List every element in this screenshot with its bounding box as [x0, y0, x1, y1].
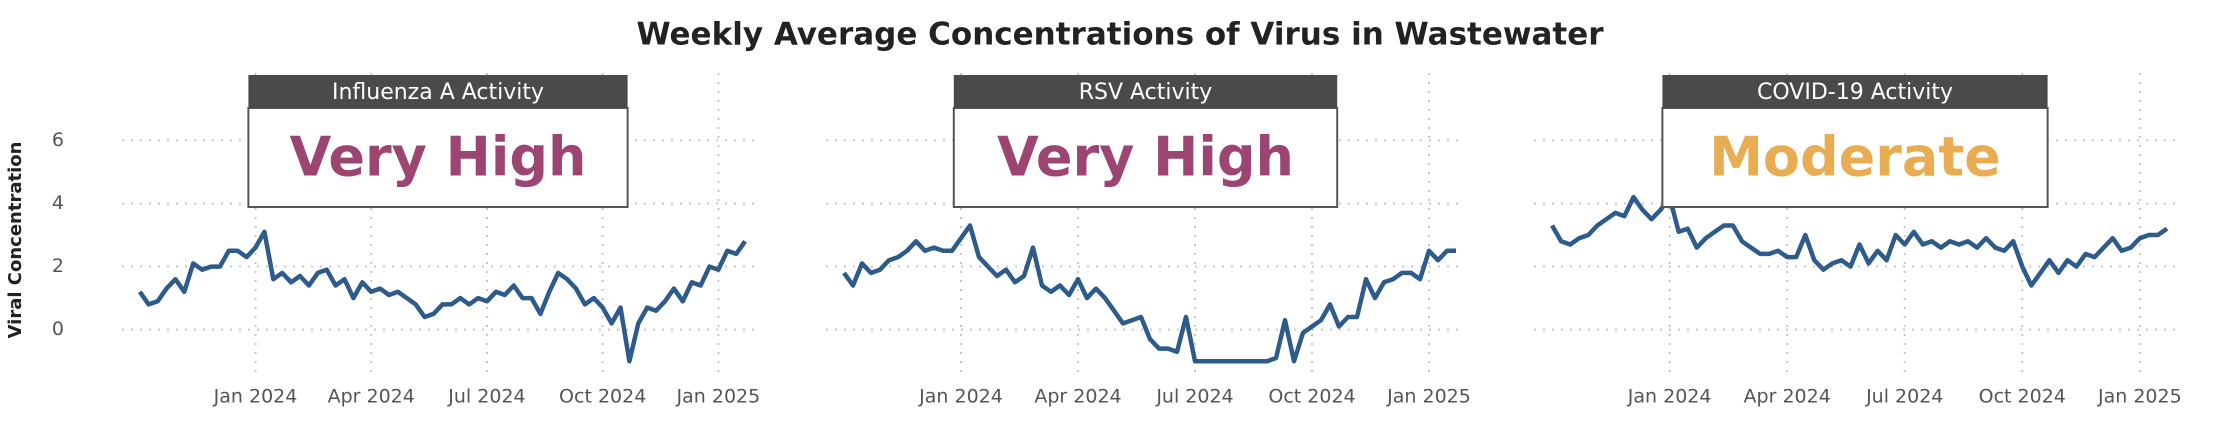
line-series — [1550, 194, 2169, 288]
y-tick-label: 2 — [52, 255, 64, 277]
x-tick-label: Jul 2024 — [1865, 386, 1943, 408]
x-tick-label: Jul 2024 — [1155, 386, 1233, 408]
status-header — [1662, 75, 2048, 108]
x-tick-label: Oct 2024 — [1979, 386, 2066, 408]
y-tick-label: 0 — [52, 318, 64, 340]
status-title: COVID-19 Activity — [1757, 80, 1953, 105]
x-tick-label: Apr 2024 — [1744, 386, 1831, 408]
status-header — [953, 75, 1338, 108]
x-tick-label: Jan 2024 — [1627, 386, 1712, 408]
status-title: Influenza A Activity — [332, 80, 544, 105]
x-tick-label: Jan 2025 — [676, 386, 761, 408]
status-title: RSV Activity — [1079, 80, 1213, 105]
status-header — [248, 75, 628, 108]
status-level: Very High — [997, 126, 1294, 189]
status-box — [952, 107, 1339, 208]
y-tick-label: 6 — [52, 129, 64, 151]
status-box — [247, 107, 629, 208]
x-tick-label: Apr 2024 — [1034, 386, 1121, 408]
line-series — [137, 229, 747, 364]
x-tick-label: Oct 2024 — [559, 386, 646, 408]
line-series — [842, 223, 1456, 364]
x-tick-label: Oct 2024 — [1268, 386, 1355, 408]
status-level: Moderate — [1709, 126, 2001, 189]
x-tick-label: Jan 2025 — [1386, 386, 1471, 408]
x-tick-label: Apr 2024 — [328, 386, 415, 408]
chart-title: Weekly Average Concentrations of Virus i… — [636, 17, 1604, 53]
x-tick-label: Jan 2024 — [213, 386, 298, 408]
x-tick-label: Jul 2024 — [447, 386, 525, 408]
x-tick-label: Jan 2024 — [918, 386, 1003, 408]
status-level: Very High — [290, 126, 587, 189]
y-axis-label: Viral Concentration — [5, 142, 26, 339]
y-tick-label: 4 — [52, 192, 64, 214]
x-tick-label: Jan 2025 — [2097, 386, 2182, 408]
